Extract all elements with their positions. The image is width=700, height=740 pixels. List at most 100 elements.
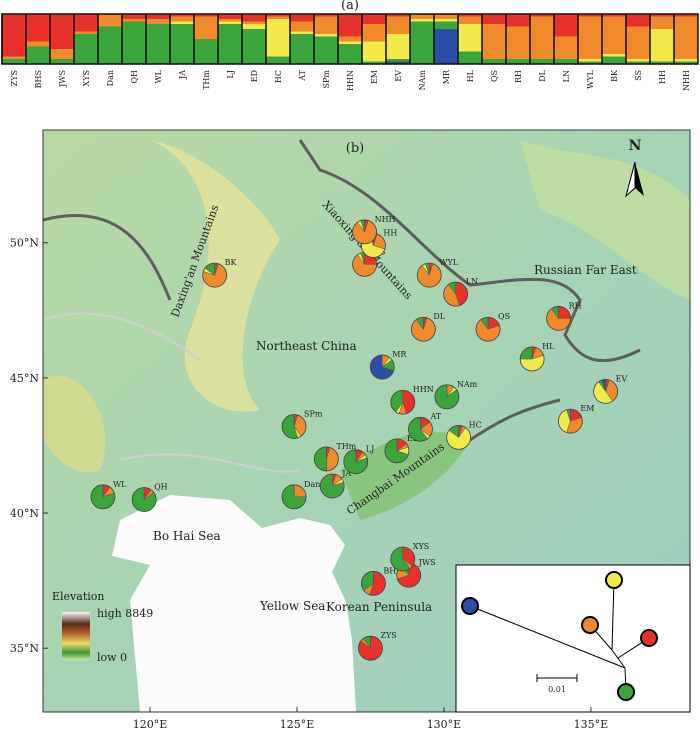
ancestry-segment — [362, 14, 386, 24]
north-arrow: N — [625, 138, 644, 198]
population-label: WL — [154, 69, 163, 83]
ancestry-segment — [506, 26, 530, 59]
pie-label: DL — [433, 312, 445, 321]
ancestry-segment — [218, 14, 242, 19]
pie-outline — [519, 346, 545, 372]
ancestry-segment — [530, 14, 554, 17]
population-label: XYS — [82, 70, 91, 86]
ancestry-segment — [530, 59, 554, 64]
ancestry-segment — [650, 14, 674, 17]
population-pie — [281, 484, 307, 510]
ancestry-segment — [314, 14, 338, 17]
elevation-legend: Elevation high 8849 low 0 — [52, 590, 153, 664]
ancestry-segment — [194, 14, 218, 17]
pie-label: XYS — [413, 542, 429, 551]
ancestry-segment — [314, 36, 338, 64]
pie-outline — [408, 416, 433, 442]
ancestry-segment — [122, 21, 146, 64]
map-frame — [42, 129, 691, 713]
population-label: LJ — [226, 70, 235, 79]
y-tick-label: 35°N — [10, 642, 39, 655]
ancestry-segment — [2, 59, 26, 64]
pie-label: AT — [429, 412, 441, 421]
pie-outline — [319, 473, 345, 499]
pie-label: LJ — [366, 445, 375, 454]
pie-outline — [557, 408, 583, 434]
ancestry-segment — [506, 59, 530, 64]
ancestry-segment — [242, 24, 266, 29]
ancestry-segment — [386, 16, 410, 34]
pie-outline — [343, 449, 369, 475]
pie-label: WYL — [439, 258, 459, 267]
legend-low: low 0 — [97, 651, 127, 664]
population-label: SPm — [322, 70, 331, 89]
ancestry-segment — [50, 59, 74, 64]
ancestry-segment — [554, 59, 578, 64]
ancestry-segment — [242, 14, 266, 22]
population-pie — [343, 449, 369, 475]
pie-outline — [281, 414, 307, 439]
population-label: ZYS — [10, 70, 19, 86]
ancestry-segment — [194, 16, 218, 39]
region-label: Russian Far East — [534, 263, 637, 277]
ancestry-segment — [602, 16, 626, 54]
ancestry-segment — [266, 16, 290, 19]
ancestry-segment — [338, 44, 362, 64]
ancestry-segment — [74, 34, 98, 64]
ancestry-segment — [458, 16, 482, 24]
population-label: EM — [370, 70, 379, 84]
population-label: BK — [610, 69, 619, 82]
ancestry-segment — [338, 41, 362, 44]
pie-label: QH — [154, 483, 168, 492]
population-label: AT — [298, 69, 307, 81]
pie-outline — [358, 635, 383, 661]
population-pie — [90, 484, 116, 510]
population-label: DL — [538, 69, 547, 81]
ancestry-segment — [50, 49, 74, 59]
population-label: RH — [514, 70, 523, 83]
pie-label: JWS — [418, 558, 436, 567]
pie-label: JA — [341, 469, 351, 478]
y-tick-label: 40°N — [10, 507, 39, 520]
ancestry-segment — [290, 21, 314, 32]
ancestry-segment — [554, 36, 578, 59]
population-pie — [390, 389, 416, 415]
population-pie — [313, 446, 339, 472]
population-pie — [361, 570, 386, 596]
ancestry-segment — [386, 34, 410, 59]
ancestry-segment — [626, 61, 650, 64]
pie-outline — [90, 484, 116, 510]
ancestry-segment — [458, 24, 482, 52]
pie-label: NAm — [457, 380, 478, 389]
population-label: MR — [442, 69, 451, 84]
y-tick-label: 50°N — [10, 237, 39, 250]
population-pie — [281, 414, 307, 439]
ancestry-segment — [170, 16, 194, 22]
ancestry-segment — [602, 54, 626, 57]
population-label: SS — [634, 70, 643, 81]
pie-outline — [281, 484, 307, 510]
population-pie — [358, 635, 383, 661]
population-pie — [390, 546, 416, 572]
population-label: NHH — [682, 70, 691, 91]
pie-label: RH — [569, 301, 582, 310]
region-label: Korean Peninsula — [326, 600, 432, 614]
panel-label: (a) — [341, 0, 359, 13]
pie-outline — [434, 384, 460, 410]
population-label: WYL — [586, 69, 595, 89]
population-pie — [410, 316, 436, 342]
ancestry-segment — [410, 19, 434, 22]
ancestry-segment — [674, 61, 698, 64]
ancestry-segment — [290, 34, 314, 64]
x-tick-label: 130°E — [427, 718, 462, 731]
ancestry-segment — [218, 24, 242, 64]
pie-label: WL — [113, 480, 127, 489]
ancestry-segment — [74, 14, 98, 32]
structure-plot: ZYS BHS JWS XYS Dan QH WL JA THm LJ ED HC AT SPm HHN EM… — [1, 13, 699, 91]
population-label: HL — [466, 69, 475, 82]
map-axes: 120°E 125°E 130°E 135°E 35°N 40°N 45°N 50°N — [10, 237, 608, 731]
population-label: QS — [490, 70, 499, 82]
ancestry-segment — [266, 19, 290, 57]
ancestry-segment — [674, 14, 698, 17]
pie-label: SPm — [304, 410, 323, 419]
